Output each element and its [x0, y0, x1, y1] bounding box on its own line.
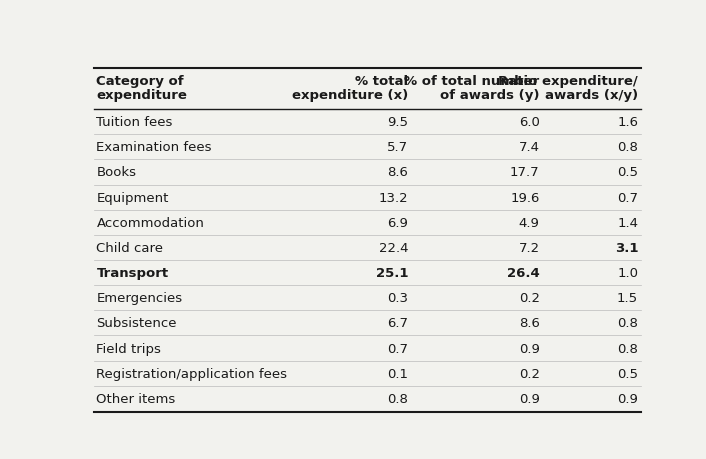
Text: Accommodation: Accommodation: [97, 216, 204, 229]
Text: 0.9: 0.9: [617, 392, 638, 405]
Text: 0.9: 0.9: [519, 392, 539, 405]
Text: 0.3: 0.3: [388, 291, 408, 305]
Text: Child care: Child care: [97, 241, 164, 254]
Text: Examination fees: Examination fees: [97, 141, 212, 154]
Text: 9.5: 9.5: [388, 116, 408, 129]
Text: Books: Books: [97, 166, 136, 179]
Text: 4.9: 4.9: [519, 216, 539, 229]
Text: 0.8: 0.8: [617, 141, 638, 154]
Text: of awards (y): of awards (y): [440, 89, 539, 101]
Text: 0.8: 0.8: [617, 317, 638, 330]
Text: 8.6: 8.6: [519, 317, 539, 330]
Text: Category of: Category of: [97, 74, 184, 87]
Text: 1.0: 1.0: [617, 267, 638, 280]
Text: 1.4: 1.4: [617, 216, 638, 229]
Text: 6.7: 6.7: [388, 317, 408, 330]
Text: % total: % total: [355, 74, 408, 87]
Text: 1.6: 1.6: [617, 116, 638, 129]
Text: 0.1: 0.1: [388, 367, 408, 380]
Text: 25.1: 25.1: [376, 267, 408, 280]
Text: 0.5: 0.5: [617, 166, 638, 179]
Text: 0.2: 0.2: [519, 367, 539, 380]
Text: 7.2: 7.2: [518, 241, 539, 254]
Text: Ratio expenditure/: Ratio expenditure/: [498, 74, 638, 87]
Text: 19.6: 19.6: [510, 191, 539, 204]
Text: Other items: Other items: [97, 392, 176, 405]
Text: 22.4: 22.4: [379, 241, 408, 254]
Text: 0.8: 0.8: [617, 342, 638, 355]
Text: 0.5: 0.5: [617, 367, 638, 380]
Text: 0.8: 0.8: [388, 392, 408, 405]
Text: Transport: Transport: [97, 267, 169, 280]
Text: 5.7: 5.7: [387, 141, 408, 154]
Text: 1.5: 1.5: [617, 291, 638, 305]
Text: 26.4: 26.4: [507, 267, 539, 280]
Text: 7.4: 7.4: [519, 141, 539, 154]
Text: Emergencies: Emergencies: [97, 291, 183, 305]
Text: 0.7: 0.7: [617, 191, 638, 204]
Text: expenditure (x): expenditure (x): [292, 89, 408, 101]
Text: 0.9: 0.9: [519, 342, 539, 355]
Text: 8.6: 8.6: [388, 166, 408, 179]
Text: expenditure: expenditure: [97, 89, 187, 101]
Text: Registration/application fees: Registration/application fees: [97, 367, 287, 380]
Text: 0.7: 0.7: [388, 342, 408, 355]
Text: Subsistence: Subsistence: [97, 317, 177, 330]
Text: Tuition fees: Tuition fees: [97, 116, 173, 129]
Text: % of total number: % of total number: [405, 74, 539, 87]
Text: 6.9: 6.9: [388, 216, 408, 229]
Text: Field trips: Field trips: [97, 342, 162, 355]
Text: 13.2: 13.2: [378, 191, 408, 204]
Text: Equipment: Equipment: [97, 191, 169, 204]
Text: 3.1: 3.1: [615, 241, 638, 254]
Text: 0.2: 0.2: [519, 291, 539, 305]
Text: 6.0: 6.0: [519, 116, 539, 129]
Text: 17.7: 17.7: [510, 166, 539, 179]
Text: awards (x/y): awards (x/y): [545, 89, 638, 101]
